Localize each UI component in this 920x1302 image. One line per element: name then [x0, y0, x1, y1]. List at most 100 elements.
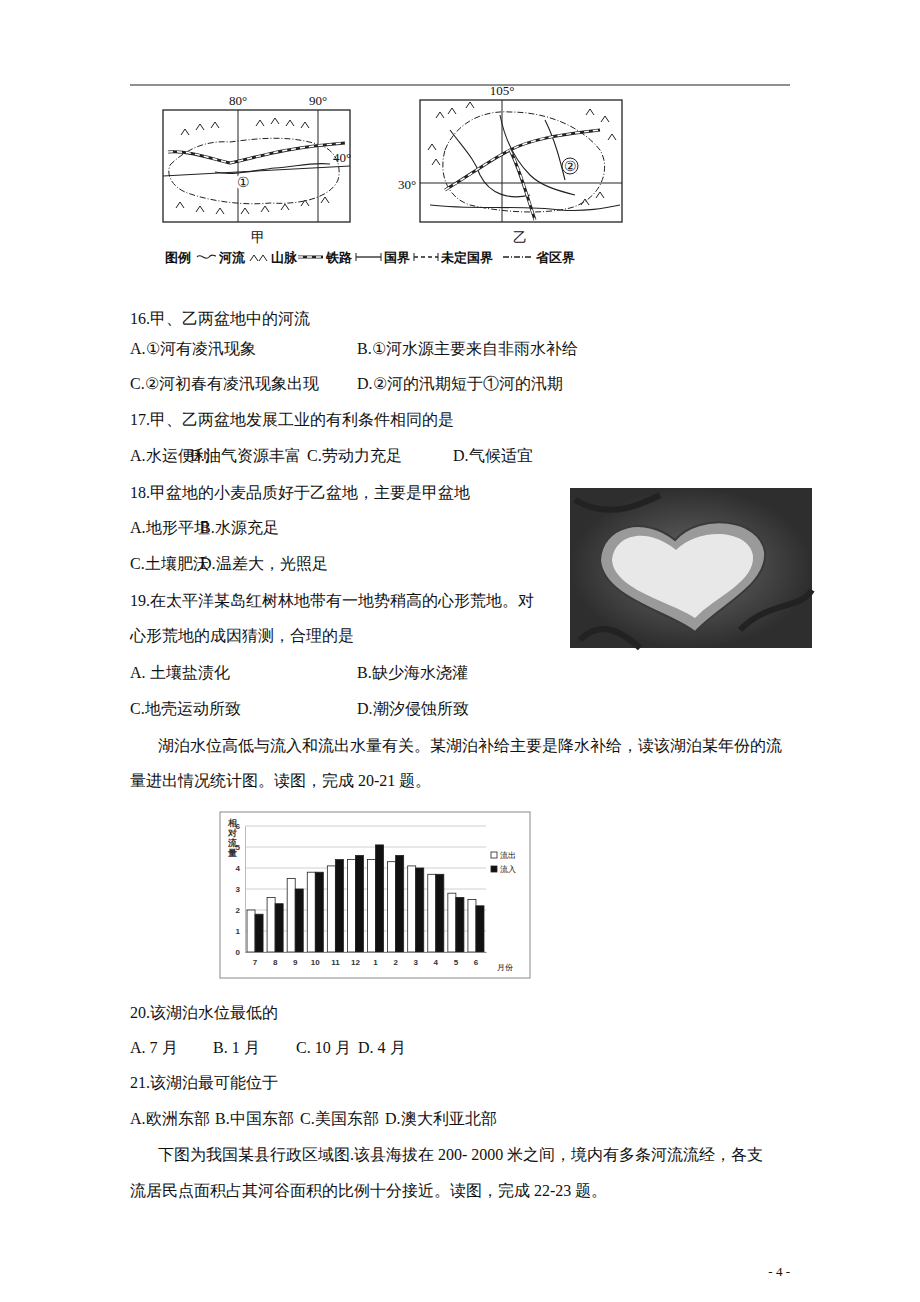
map-title: 甲 [251, 230, 265, 245]
question-option: D.潮汐侵蚀所致 [357, 700, 469, 717]
railway [298, 256, 323, 258]
tick: 3 [236, 885, 245, 894]
grid [245, 826, 486, 952]
legend-swatch [491, 866, 497, 872]
question-option: D.澳大利亚北部 [385, 1110, 497, 1127]
page-number: - 4 - [768, 1264, 790, 1279]
bar [428, 874, 436, 952]
tick: 1 [373, 952, 378, 967]
tick-label: 8 [273, 958, 278, 967]
legend-label: 流入 [500, 865, 516, 874]
tick: 0 [236, 948, 245, 957]
legend-symbol [503, 256, 532, 257]
paragraph: 下图为我国某县行政区域图.该县海拔在 200- 2000 米之间，境内有多条河流… [158, 1146, 763, 1163]
axis-line [245, 827, 246, 953]
latitude-label: 30° [398, 177, 416, 192]
question-option: A.地形平坦 [130, 519, 210, 536]
bar [287, 879, 295, 953]
axis-line [246, 952, 487, 953]
legend-label: 未定国界 [440, 250, 493, 265]
legend-title: 图例 [165, 250, 191, 265]
bar [376, 845, 384, 952]
bar [476, 906, 484, 952]
header-rule [130, 84, 790, 85]
tick-label: 1 [236, 927, 241, 936]
bar [436, 874, 444, 952]
tick: 4 [434, 952, 439, 967]
river [545, 120, 565, 180]
question-stem: 19.在太平洋某岛红树林地带有一地势稍高的心形荒地。对 [130, 592, 534, 609]
chart-legend: 流出流入 [491, 851, 516, 874]
map-yi: 105°30°②乙 [398, 83, 622, 245]
question-option: A. 土壤盐渍化 [130, 664, 230, 681]
legend-symbol [438, 253, 439, 261]
tick-label: 5 [454, 958, 459, 967]
tick-label: 12 [351, 958, 360, 967]
paragraph: 湖泊水位高低与流入和流出水量有关。某湖泊补给主要是降水补给，读该湖泊某年份的流 [158, 737, 782, 754]
question-option: C.土壤肥沃 [130, 555, 209, 572]
legend-label: 铁路 [325, 250, 352, 265]
x-axis-title: 月份 [497, 963, 513, 972]
bar [355, 855, 363, 952]
tick-label: 2 [393, 958, 398, 967]
map-marker-ring [562, 158, 578, 174]
question-option: B.油气资源丰富 [190, 447, 301, 464]
question-stem: 17.甲、乙两盆地发展工业的有利条件相同的是 [130, 411, 454, 428]
legend-symbol [197, 255, 216, 259]
legend-label: 省区界 [535, 250, 575, 265]
meridian [318, 110, 319, 222]
tick-label: 4 [236, 864, 241, 873]
chart: 0123456789101112123456月份相对流量流出流入 [220, 812, 530, 978]
longitude-label: 90° [309, 93, 327, 108]
question-option: D.②河的汛期短于①河的汛期 [357, 375, 563, 392]
tick: 1 [236, 927, 245, 936]
province-boundary [169, 138, 339, 204]
questions-2: 20.该湖泊水位最低的A. 7 月B. 1 月C. 10 月D. 4 月21.该… [130, 1004, 497, 1127]
tick: 11 [331, 952, 340, 967]
question-option: C.地壳运动所致 [130, 700, 241, 717]
meridian [502, 100, 503, 222]
tick-label: 3 [413, 958, 418, 967]
question-option: D.气候适宜 [453, 447, 533, 464]
question-option: B.水源充足 [200, 519, 279, 536]
map-jia: 80°90°40°①甲 [163, 93, 351, 245]
bar [347, 860, 355, 952]
photo-background [570, 488, 812, 648]
province-boundary [443, 112, 605, 212]
parallel [420, 183, 622, 184]
legend-symbol [414, 253, 415, 261]
paragraph: 量进出情况统计图。读图，完成 20-21 题。 [130, 772, 431, 789]
tick: 5 [454, 952, 459, 967]
legend-symbol [381, 253, 382, 261]
meridian [238, 110, 239, 222]
questions: 16.甲、乙两盆地中的河流A.①河有凌汛现象B.①河水源主要来自非雨水补给C.②… [129, 310, 578, 717]
legend-symbol [356, 253, 357, 261]
question-stem: 18.甲盆地的小麦品质好于乙盆地，主要是甲盆地 [130, 484, 470, 501]
tick-label: 7 [253, 958, 258, 967]
tick-label: 2 [236, 906, 241, 915]
chart-frame [220, 812, 530, 978]
question-option: A.欧洲东部 [130, 1110, 210, 1127]
tick: 8 [273, 952, 278, 967]
tick: 2 [236, 906, 245, 915]
question-option: C. 10 月 [296, 1039, 351, 1056]
question-option: B.①河水源主要来自非雨水补给 [357, 340, 578, 357]
map-legend: 图例河流山脉铁路国界未定国界省区界 [165, 250, 575, 265]
mountain-symbol [250, 255, 267, 261]
railway [510, 150, 535, 220]
y-axis-title: 相对流量 [227, 818, 238, 858]
question-option: B.中国东部 [215, 1110, 294, 1127]
map-marker: ② [564, 159, 577, 174]
bar [255, 914, 263, 952]
question-option: B.缺少海水浇灌 [357, 664, 468, 681]
question-option: D. 4 月 [358, 1039, 406, 1056]
mountain-symbol [428, 102, 616, 205]
railway [298, 256, 323, 259]
question-option: C.美国东部 [300, 1110, 379, 1127]
legend-label: 山脉 [271, 250, 298, 265]
river [450, 130, 530, 197]
bar [327, 866, 335, 952]
question-stem: 21.该湖泊最可能位于 [130, 1074, 278, 1091]
photo [570, 488, 812, 648]
tick-label: 9 [293, 958, 298, 967]
